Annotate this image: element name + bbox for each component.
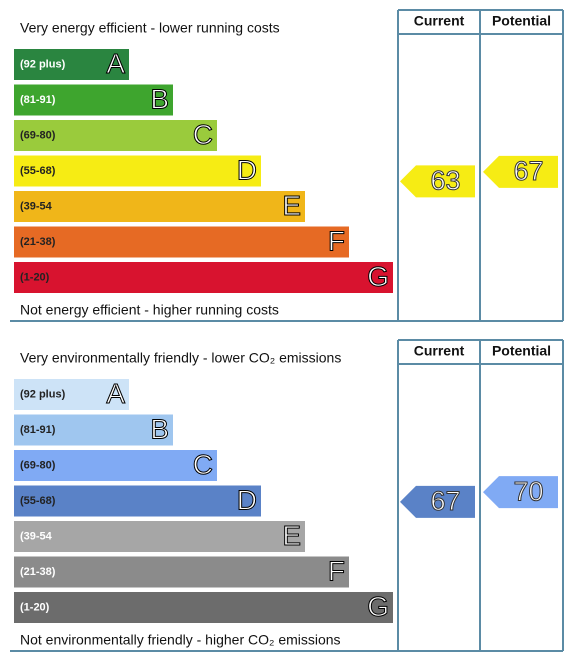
rating-band	[14, 155, 261, 187]
top-label: Very environmentally friendly - lower CO…	[20, 350, 341, 366]
band-letter: A	[106, 48, 125, 79]
rating-band	[14, 450, 217, 481]
rating-band	[14, 485, 261, 517]
rating-band	[14, 84, 173, 116]
rating-band	[14, 414, 173, 446]
band-range: (81-91)	[20, 94, 56, 106]
column-header: Current	[414, 13, 465, 29]
band-letter: G	[367, 591, 389, 622]
band-range: (81-91)	[20, 424, 56, 436]
rating-arrow	[400, 165, 475, 198]
column-header: Potential	[492, 13, 551, 29]
band-range: (1-20)	[20, 271, 50, 283]
band-letter: G	[367, 261, 389, 292]
band-range: (21-38)	[20, 566, 56, 578]
column-header: Current	[414, 343, 465, 359]
band-range: (92 plus)	[20, 58, 66, 70]
rating-band	[14, 521, 305, 552]
band-range: (55-68)	[20, 165, 56, 177]
rating-arrow	[400, 485, 475, 518]
rating-band	[14, 379, 129, 410]
band-range: (21-38)	[20, 236, 56, 248]
band-letter: E	[282, 190, 301, 221]
rating-value: 67	[430, 486, 460, 516]
rating-arrow	[483, 476, 558, 509]
band-letter: F	[328, 225, 345, 256]
band-letter: E	[282, 520, 301, 551]
band-range: (69-80)	[20, 129, 56, 141]
band-letter: B	[150, 413, 169, 444]
rating-band	[14, 262, 393, 293]
rating-band	[14, 49, 129, 80]
rating-band	[14, 226, 349, 258]
bottom-label: Not energy efficient - higher running co…	[20, 302, 279, 318]
band-range: (69-80)	[20, 459, 56, 471]
band-letter: C	[193, 449, 213, 480]
rating-value: 63	[430, 166, 460, 196]
band-range: (55-68)	[20, 495, 56, 507]
rating-value: 67	[513, 156, 543, 186]
top-label: Very energy efficient - lower running co…	[20, 20, 280, 36]
column-header: Potential	[492, 343, 551, 359]
rating-value: 70	[513, 476, 543, 506]
rating-arrow	[483, 155, 558, 188]
band-range: (39-54	[20, 530, 53, 542]
band-letter: D	[237, 154, 257, 185]
band-letter: B	[150, 83, 169, 114]
rating-band	[14, 556, 349, 588]
band-range: (1-20)	[20, 601, 50, 613]
rating-band	[14, 592, 393, 623]
rating-band	[14, 191, 305, 222]
band-range: (39-54	[20, 200, 53, 212]
bottom-label: Not environmentally friendly - higher CO…	[20, 632, 341, 648]
rating-band	[14, 120, 217, 151]
band-range: (92 plus)	[20, 388, 66, 400]
band-letter: C	[193, 119, 213, 150]
band-letter: D	[237, 484, 257, 515]
band-letter: A	[106, 378, 125, 409]
band-letter: F	[328, 555, 345, 586]
